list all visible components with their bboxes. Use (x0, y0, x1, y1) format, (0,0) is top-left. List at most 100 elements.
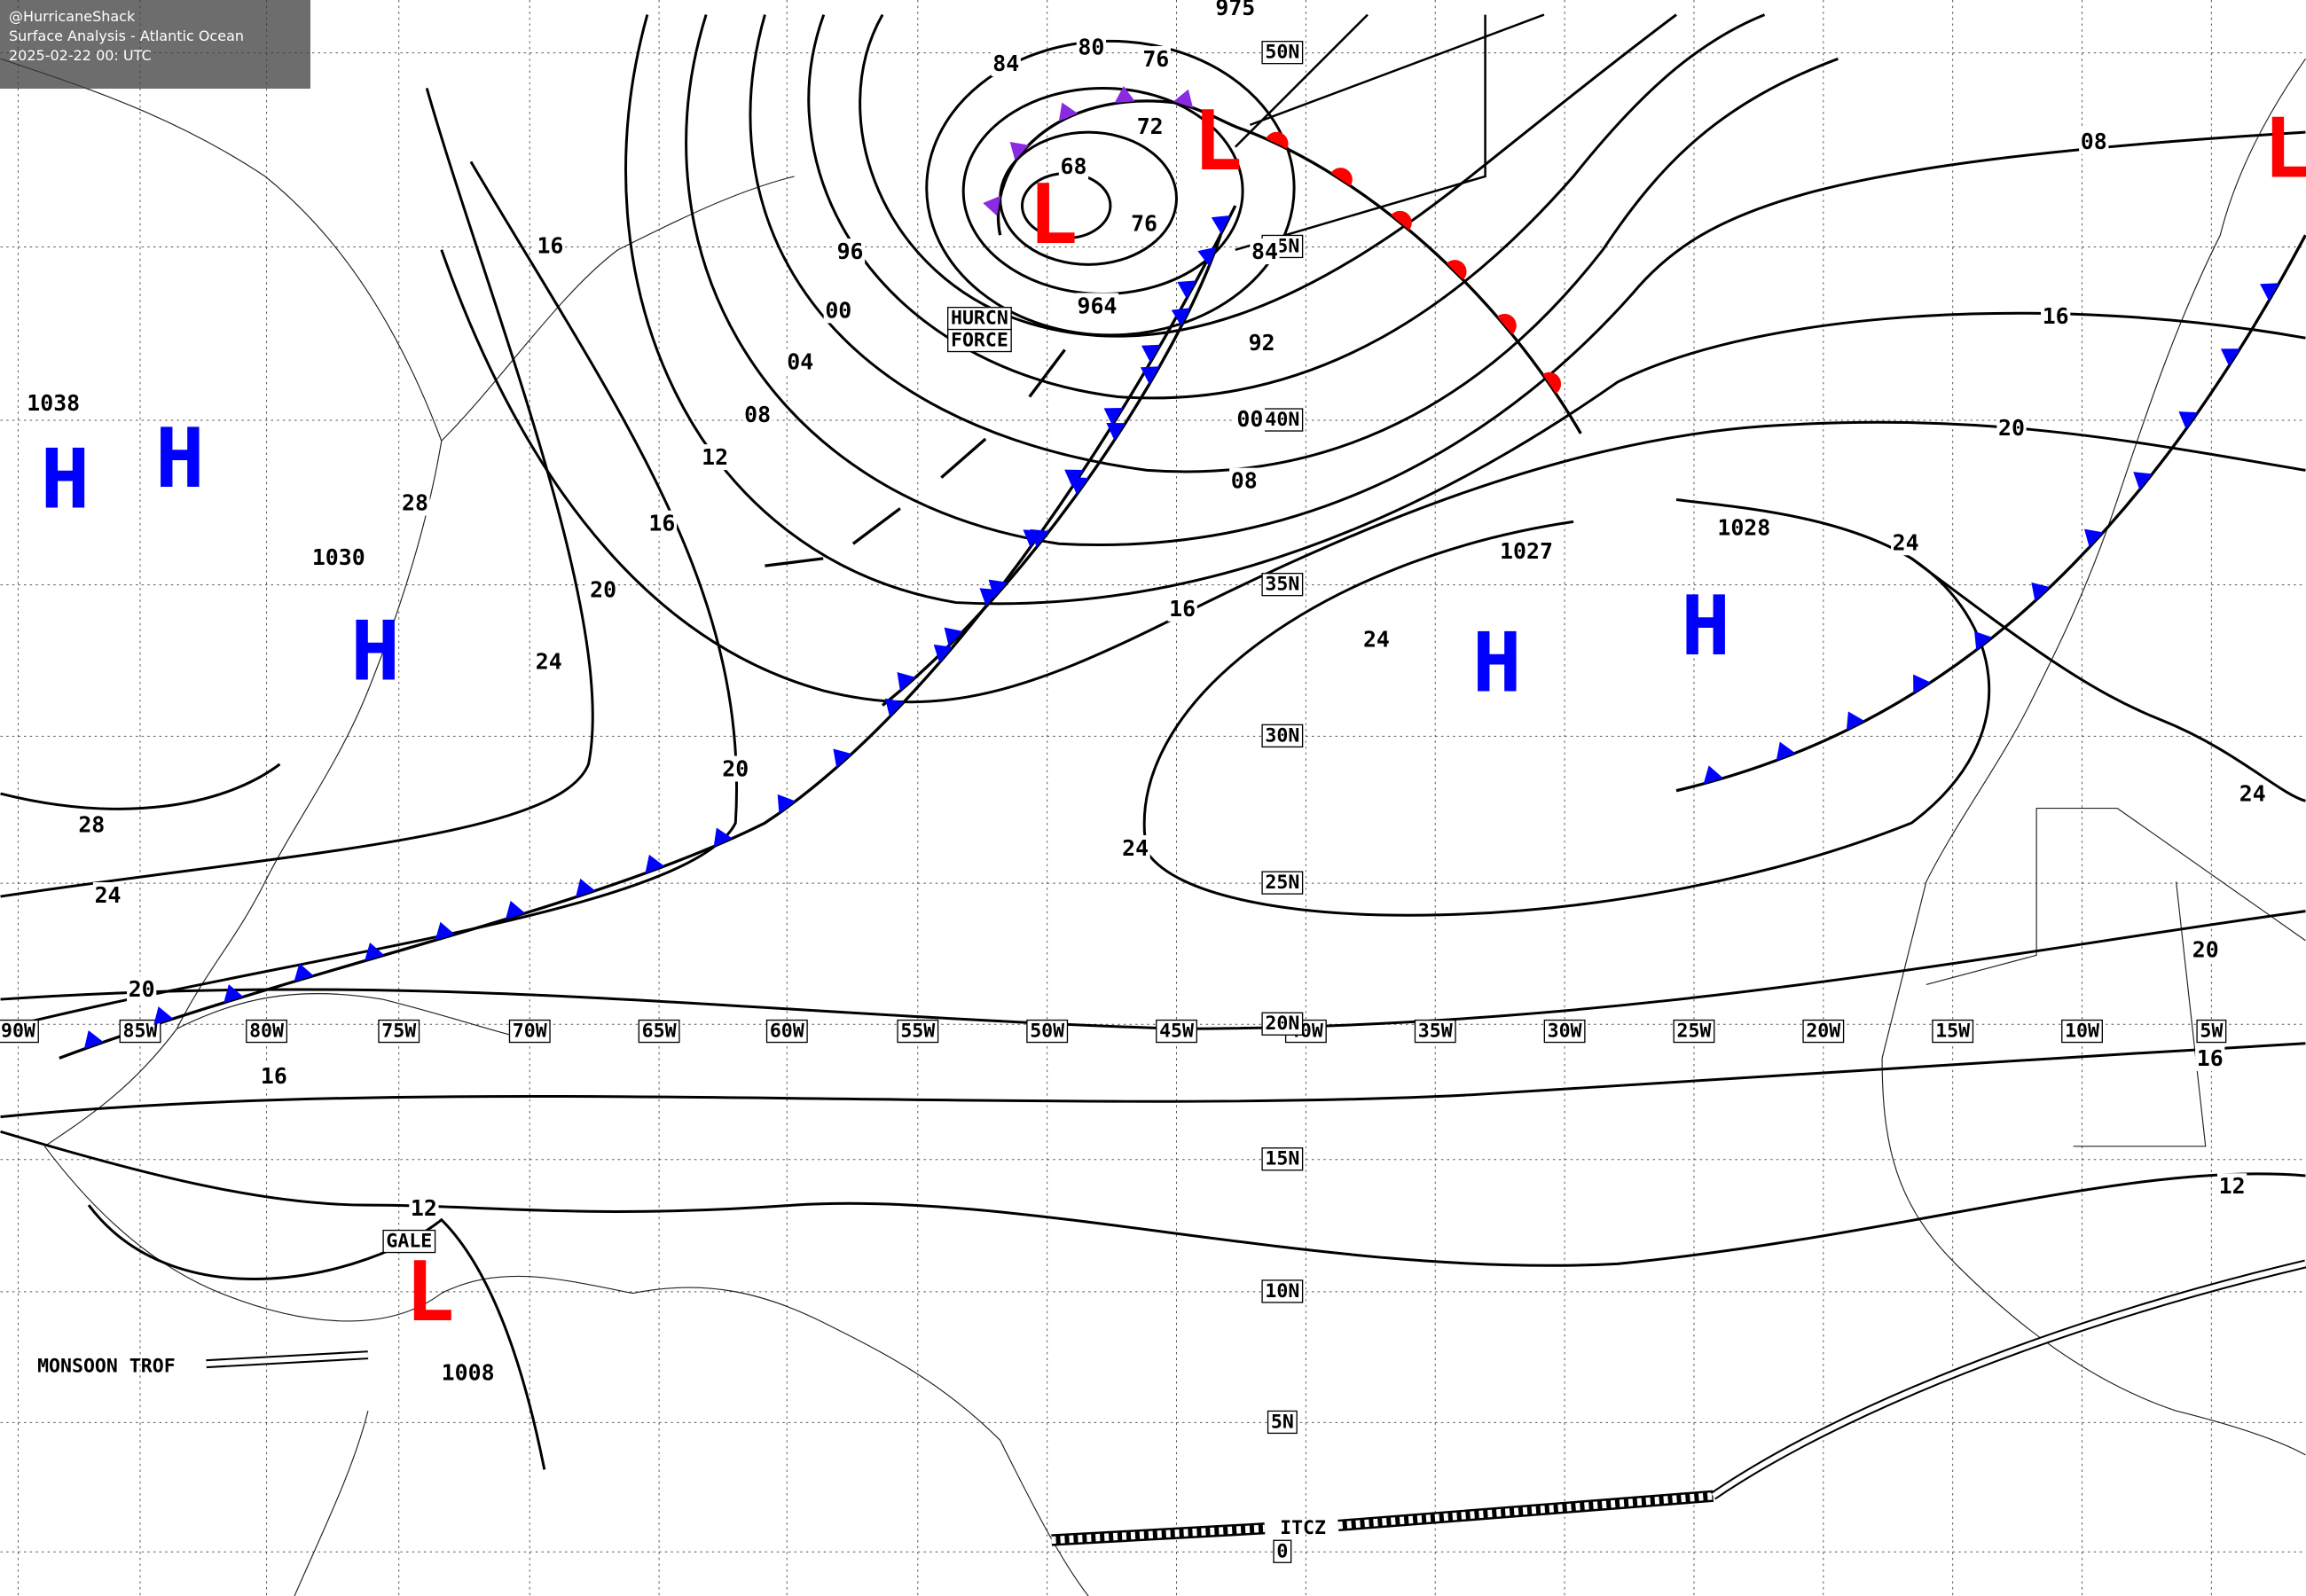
triangle (1141, 344, 1161, 363)
lat-label-box (1261, 724, 1304, 748)
isobar-label-bg (2216, 1173, 2247, 1200)
front-symbol (944, 627, 963, 646)
lon-label: 25W (1676, 1021, 1711, 1043)
trough-label: MONSOON TROF (37, 1355, 176, 1377)
front-symbol (1173, 89, 1194, 108)
isobar-label: 24 (1893, 529, 1919, 555)
occluded-front (996, 99, 1243, 236)
isobar-label: 28 (78, 811, 105, 837)
isobar-label: 20 (1998, 415, 2025, 441)
triangle (833, 748, 852, 768)
lon-label: 55W (900, 1021, 935, 1043)
isobar-label-bg (823, 297, 853, 324)
lon-label-box (508, 1019, 551, 1044)
triangle (1103, 408, 1124, 426)
isobar-label: 84 (1251, 239, 1278, 264)
isobar-label-bg (700, 444, 730, 471)
isobar-label: 08 (1231, 468, 1258, 494)
triangle (2220, 348, 2240, 366)
isobar-label: 00 (825, 297, 851, 323)
lon-label: 65W (642, 1021, 677, 1043)
lat-label-box (1261, 573, 1304, 597)
isobar-label-bg (1120, 835, 1150, 862)
semicircle (1446, 260, 1467, 280)
triangle (1846, 711, 1865, 731)
isobar-label: 24 (1122, 835, 1149, 861)
front-symbol (777, 794, 796, 814)
isobar-label-bg (1247, 329, 1277, 356)
front-symbol (505, 900, 526, 919)
front-symbol (1913, 674, 1931, 694)
isobar-label: 24 (1363, 627, 1390, 653)
isobar-label-bg (588, 576, 618, 603)
lat-label-box (1273, 1539, 1292, 1563)
triangle (1030, 528, 1050, 548)
lon-label: 60W (770, 1021, 804, 1043)
front-symbol (1446, 260, 1467, 280)
isobar-label-bg (1135, 113, 1165, 140)
isobar-label: 1027 (1500, 538, 1553, 564)
lat-label: 10N (1265, 1280, 1299, 1303)
isobar-label-bg (2238, 780, 2268, 807)
lat-label: 0 (1276, 1540, 1288, 1562)
itcz-label: ITCZ (1280, 1517, 1326, 1539)
isobar-label: 16 (1169, 596, 1196, 622)
front-symbol (1103, 408, 1124, 426)
isobar-label-bg (1890, 529, 1921, 556)
front-symbol (1330, 168, 1353, 186)
isobar-label: 92 (1249, 330, 1275, 356)
isobar-label-bg (1229, 467, 1259, 494)
isobar-label: 24 (2239, 781, 2266, 807)
front-symbol (1391, 210, 1412, 231)
isobar-label: 16 (648, 511, 675, 536)
triangle (1009, 141, 1029, 160)
front-symbol (884, 698, 905, 717)
triangle (983, 195, 1001, 216)
front-symbol (2178, 411, 2199, 430)
semicircle (1330, 168, 1353, 186)
lat-label-box (1261, 408, 1304, 432)
lon-label-box (1543, 1019, 1586, 1044)
low-center: L (2263, 100, 2306, 196)
isobar-label: 16 (2197, 1045, 2224, 1071)
front-symbol (1197, 246, 1217, 267)
low-center: L (405, 1244, 455, 1340)
front-symbol (1114, 85, 1135, 104)
triangle (884, 698, 905, 717)
isobar-label-bg (835, 239, 866, 265)
isobar-label-bg (25, 389, 82, 416)
triangle (435, 921, 455, 941)
front-symbol (1497, 313, 1517, 335)
front-symbol (1846, 711, 1865, 731)
low-center: L (1193, 93, 1243, 189)
warning-label: HURCN (951, 308, 1008, 330)
isobar-label: 16 (261, 1063, 287, 1089)
triangle (713, 827, 733, 847)
triangle (153, 1006, 174, 1026)
lat-label: 25N (1265, 872, 1299, 894)
semicircle (1266, 131, 1289, 149)
triangle (1913, 674, 1931, 694)
warning-label-box (947, 307, 1012, 331)
lon-label: 50W (1030, 1021, 1064, 1043)
isobar-label: 1008 (442, 1360, 495, 1386)
motion-arrows (1234, 13, 1545, 251)
lat-label-box (1261, 41, 1304, 65)
triangle (1106, 423, 1126, 441)
warning-label: FORCE (951, 330, 1008, 352)
isobar-label-bg (1058, 153, 1089, 179)
triangle (933, 644, 953, 663)
itcz (206, 1259, 2306, 1546)
isobar-label-bg (1141, 45, 1171, 72)
isobar-label: 1030 (312, 544, 365, 570)
isobar-label: 72 (1137, 113, 1164, 139)
front-symbol (2084, 528, 2104, 548)
low-center: L (1028, 167, 1078, 262)
triangle (1114, 85, 1135, 104)
front-symbol (713, 827, 733, 847)
lat-label: 15N (1265, 1148, 1299, 1170)
triangle (1058, 102, 1078, 121)
warning-label-box (947, 328, 1012, 353)
front-symbol (988, 579, 1008, 598)
front-symbol (1211, 215, 1231, 234)
